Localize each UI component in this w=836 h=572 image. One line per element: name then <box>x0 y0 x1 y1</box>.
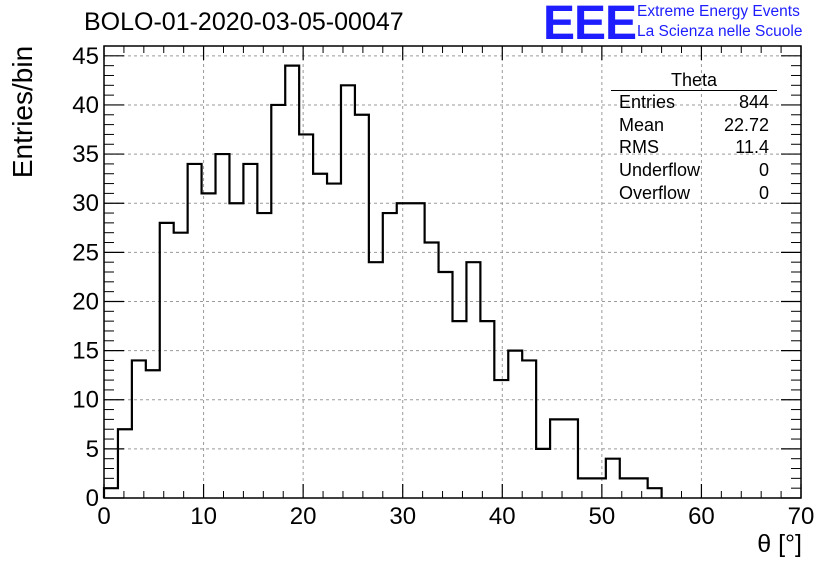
stats-label: Entries <box>619 92 676 112</box>
x-tick-label: 50 <box>589 503 616 530</box>
histogram-bin <box>439 272 453 498</box>
histogram-bin <box>118 429 132 498</box>
histogram-bin <box>648 488 662 498</box>
histogram-bin <box>634 478 648 498</box>
histogram-bin <box>299 134 313 498</box>
histogram-bin <box>494 380 508 498</box>
histogram-bin <box>146 370 160 498</box>
stats-box-title: Theta <box>611 70 777 91</box>
stats-value: 22.72 <box>723 114 769 135</box>
x-tick-label: 40 <box>489 503 516 530</box>
y-tick-label: 40 <box>72 92 99 119</box>
histogram-bin <box>313 174 327 498</box>
stats-row: Underflow 0 <box>611 159 777 182</box>
y-tick-label: 20 <box>72 288 99 315</box>
x-axis-label: θ [°] <box>757 530 802 558</box>
histogram-bin <box>522 360 536 498</box>
y-tick-label: 0 <box>86 485 99 512</box>
histogram-bin <box>397 203 411 498</box>
chart-title: BOLO-01-2020-03-05-00047 <box>84 8 404 36</box>
stats-row: Mean 22.72 <box>611 114 777 137</box>
logo-line-2: La Scienza nelle Scuole <box>637 22 803 40</box>
histogram-bin <box>257 213 271 498</box>
y-tick-label: 10 <box>72 387 99 414</box>
histogram-bin <box>160 223 174 498</box>
plot-frame <box>103 45 802 499</box>
stats-label: RMS <box>619 137 659 158</box>
x-tick-label: 10 <box>190 503 217 530</box>
histogram-outline <box>102 64 663 498</box>
x-tick-label: 70 <box>788 503 815 530</box>
histogram-bins <box>102 64 663 498</box>
y-tick-label: 35 <box>72 141 99 168</box>
histogram-bin <box>104 488 118 498</box>
histogram-bin <box>216 154 230 498</box>
histogram-bin <box>578 478 592 498</box>
tick-labels: 0 10 20 30 40 50 60 70 0 5 10 15 20 25 30 35 40 45 <box>72 43 814 530</box>
stats-value: 0 <box>758 182 769 203</box>
histogram-bin <box>202 193 216 498</box>
stats-row: Overflow 0 <box>611 182 777 205</box>
x-tick-label: 60 <box>688 503 715 530</box>
y-tick-label: 45 <box>72 43 99 70</box>
stats-label: Mean <box>619 114 665 135</box>
histogram-bin <box>508 351 522 498</box>
eee-logo: EEE <box>543 0 637 50</box>
stats-value: 844 <box>738 92 769 112</box>
histogram-bin <box>188 164 202 498</box>
x-tick-label: 20 <box>290 503 317 530</box>
axis-ticks <box>103 45 802 499</box>
x-tick-label: 30 <box>389 503 416 530</box>
histogram-bin <box>369 262 383 498</box>
histogram-bin <box>480 321 494 498</box>
histogram-bin <box>383 213 397 498</box>
stats-value: 11.4 <box>735 137 769 158</box>
histogram-bin <box>592 478 606 498</box>
eee-logo-text: Extreme Energy Events La Scienza nelle S… <box>637 2 802 41</box>
histogram-bin <box>564 419 578 498</box>
stats-row: RMS 11.4 <box>611 136 777 159</box>
histogram-bin <box>243 164 257 498</box>
histogram-bin <box>466 262 480 498</box>
y-tick-label: 30 <box>72 190 99 217</box>
stats-box: Theta Entries 844 Mean 22.72 RMS 11.4 Underflo… <box>611 70 777 205</box>
histogram-bin <box>425 243 439 498</box>
y-tick-label: 25 <box>72 239 99 266</box>
histogram-bin <box>620 478 634 498</box>
histogram-bin <box>229 203 243 498</box>
x-tick-label: 0 <box>97 503 110 530</box>
stats-row: Entries 844 <box>611 91 777 114</box>
histogram-bin <box>341 85 355 498</box>
y-tick-label: 5 <box>86 436 99 463</box>
stats-label: Overflow <box>619 182 691 203</box>
histogram-bin <box>606 459 620 498</box>
logo-line-1: Extreme Energy Events <box>637 3 800 20</box>
histogram-bin <box>536 449 550 498</box>
histogram-bin <box>285 66 299 498</box>
histogram-bin <box>355 115 369 498</box>
y-tick-label: 15 <box>72 338 99 365</box>
histogram-bin <box>550 419 564 498</box>
histogram-bin <box>174 233 188 498</box>
stats-value: 0 <box>758 160 769 181</box>
histogram-bin <box>132 360 146 498</box>
histogram-bin <box>453 321 467 498</box>
histogram-bin <box>271 105 285 498</box>
histogram-bin <box>411 203 425 498</box>
histogram-bin <box>327 184 341 498</box>
stats-label: Underflow <box>619 160 701 181</box>
